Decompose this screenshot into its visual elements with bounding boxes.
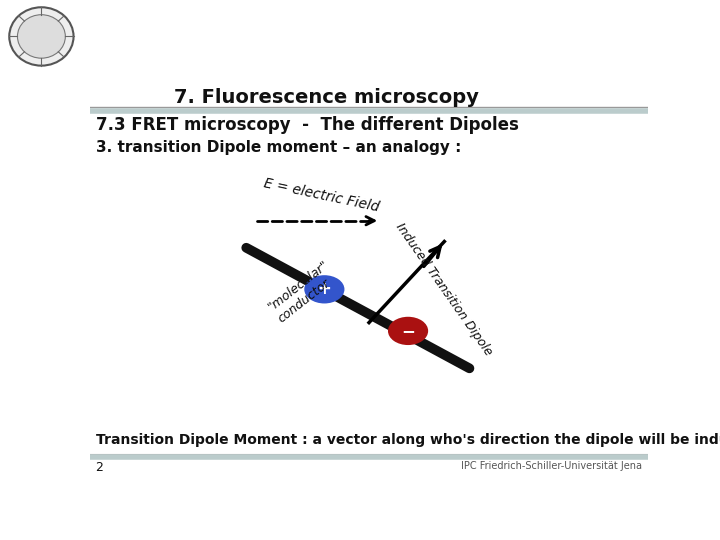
Text: 7. Fluorescence microscopy: 7. Fluorescence microscopy <box>174 87 479 107</box>
Text: Transition Dipole Moment : a vector along who's direction the dipole will be ind: Transition Dipole Moment : a vector alon… <box>96 433 720 447</box>
Circle shape <box>17 15 66 58</box>
Text: 7.3 FRET microscopy  -  The different Dipoles: 7.3 FRET microscopy - The different Dipo… <box>96 116 518 133</box>
Text: +: + <box>318 280 331 298</box>
Text: 2: 2 <box>96 461 104 474</box>
Text: 3. transition Dipole moment – an analogy :: 3. transition Dipole moment – an analogy… <box>96 140 461 154</box>
Ellipse shape <box>305 275 344 303</box>
Text: Induced Transition Dipole: Induced Transition Dipole <box>393 220 495 358</box>
Text: "molecular"
conductor: "molecular" conductor <box>266 258 341 325</box>
Circle shape <box>9 7 73 66</box>
Text: E = electric Field: E = electric Field <box>263 177 381 215</box>
Ellipse shape <box>388 317 428 345</box>
Text: IPC Friedrich-Schiller-Universität Jena: IPC Friedrich-Schiller-Universität Jena <box>462 461 642 471</box>
Text: −: − <box>401 322 415 340</box>
